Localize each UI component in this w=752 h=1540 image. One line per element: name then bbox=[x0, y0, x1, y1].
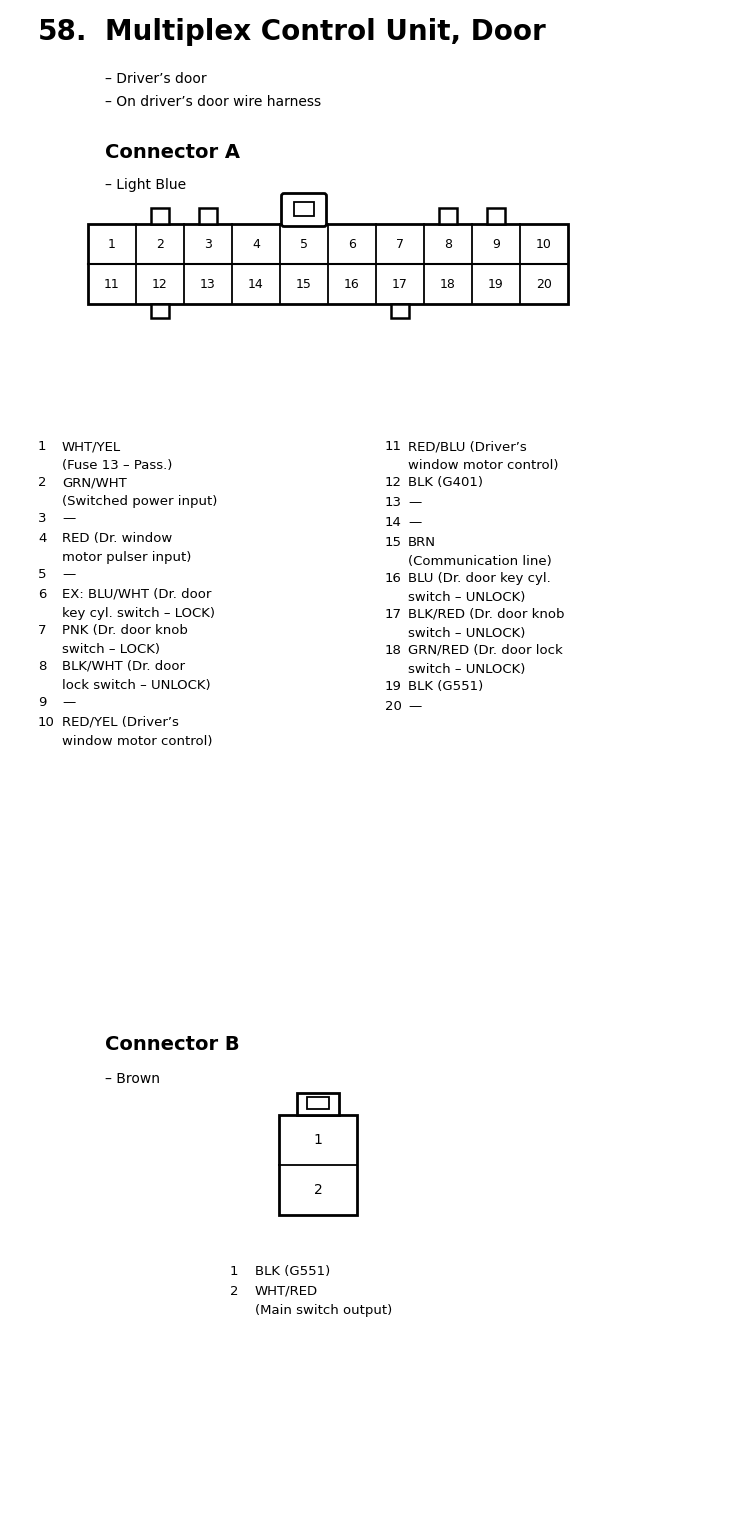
Text: 4: 4 bbox=[252, 237, 260, 251]
Text: – Driver’s door: – Driver’s door bbox=[105, 72, 207, 86]
Text: (Switched power input): (Switched power input) bbox=[62, 494, 217, 508]
Text: 20: 20 bbox=[385, 701, 402, 713]
Text: 13: 13 bbox=[385, 496, 402, 510]
Text: 17: 17 bbox=[392, 277, 408, 291]
Text: GRN/WHT: GRN/WHT bbox=[62, 476, 127, 490]
Bar bbox=[294, 202, 314, 216]
Text: BLK (G551): BLK (G551) bbox=[408, 681, 484, 693]
Text: lock switch – UNLOCK): lock switch – UNLOCK) bbox=[62, 679, 211, 691]
Text: 12: 12 bbox=[385, 476, 402, 490]
Text: – On driver’s door wire harness: – On driver’s door wire harness bbox=[105, 95, 321, 109]
Text: BLK/RED (Dr. door knob: BLK/RED (Dr. door knob bbox=[408, 608, 565, 621]
Text: 15: 15 bbox=[296, 277, 312, 291]
Text: (Main switch output): (Main switch output) bbox=[255, 1304, 393, 1317]
Text: key cyl. switch – LOCK): key cyl. switch – LOCK) bbox=[62, 607, 215, 621]
Text: GRN/RED (Dr. door lock: GRN/RED (Dr. door lock bbox=[408, 644, 562, 658]
Text: 16: 16 bbox=[385, 571, 402, 585]
Text: 10: 10 bbox=[38, 716, 55, 728]
Text: 2: 2 bbox=[156, 237, 164, 251]
Text: 13: 13 bbox=[200, 277, 216, 291]
Text: 1: 1 bbox=[230, 1264, 238, 1278]
Bar bbox=[88, 223, 568, 303]
Text: Connector A: Connector A bbox=[105, 143, 240, 162]
Text: 1: 1 bbox=[108, 237, 116, 251]
Text: – Brown: – Brown bbox=[105, 1072, 160, 1086]
Text: window motor control): window motor control) bbox=[62, 735, 213, 748]
Text: —: — bbox=[408, 701, 421, 713]
Text: 8: 8 bbox=[38, 661, 47, 673]
Text: switch – LOCK): switch – LOCK) bbox=[62, 644, 160, 656]
Text: motor pulser input): motor pulser input) bbox=[62, 551, 191, 564]
Text: BLK (G401): BLK (G401) bbox=[408, 476, 483, 490]
Text: 1: 1 bbox=[314, 1133, 323, 1147]
Text: —: — bbox=[408, 516, 421, 530]
Text: 9: 9 bbox=[38, 696, 47, 708]
Text: WHT/RED: WHT/RED bbox=[255, 1284, 318, 1298]
Bar bbox=[487, 208, 505, 223]
Text: 5: 5 bbox=[300, 237, 308, 251]
Text: 15: 15 bbox=[385, 536, 402, 548]
Text: RED/YEL (Driver’s: RED/YEL (Driver’s bbox=[62, 716, 179, 728]
Text: 19: 19 bbox=[385, 681, 402, 693]
Bar bbox=[439, 208, 457, 223]
Text: EX: BLU/WHT (Dr. door: EX: BLU/WHT (Dr. door bbox=[62, 588, 211, 601]
Text: 11: 11 bbox=[385, 440, 402, 453]
Text: PNK (Dr. door knob: PNK (Dr. door knob bbox=[62, 624, 188, 638]
Text: BLK (G551): BLK (G551) bbox=[255, 1264, 330, 1278]
Text: 2: 2 bbox=[38, 476, 47, 490]
Text: 10: 10 bbox=[536, 237, 552, 251]
Text: 2: 2 bbox=[314, 1183, 323, 1197]
Text: 58.: 58. bbox=[38, 18, 87, 46]
Text: RED (Dr. window: RED (Dr. window bbox=[62, 531, 172, 545]
Text: Connector B: Connector B bbox=[105, 1035, 240, 1053]
Bar bbox=[279, 1115, 357, 1215]
Text: 8: 8 bbox=[444, 237, 452, 251]
Text: window motor control): window motor control) bbox=[408, 459, 559, 471]
Text: —: — bbox=[62, 568, 75, 581]
Text: BRN: BRN bbox=[408, 536, 436, 548]
Text: 20: 20 bbox=[536, 277, 552, 291]
Text: BLK/WHT (Dr. door: BLK/WHT (Dr. door bbox=[62, 661, 185, 673]
Text: 5: 5 bbox=[38, 568, 47, 581]
Bar bbox=[297, 1093, 339, 1115]
Text: (Fuse 13 – Pass.): (Fuse 13 – Pass.) bbox=[62, 459, 172, 471]
Text: 9: 9 bbox=[492, 237, 500, 251]
Text: – Light Blue: – Light Blue bbox=[105, 179, 186, 192]
Text: 14: 14 bbox=[248, 277, 264, 291]
Text: 6: 6 bbox=[348, 237, 356, 251]
Text: RED/BLU (Driver’s: RED/BLU (Driver’s bbox=[408, 440, 526, 453]
Text: 14: 14 bbox=[385, 516, 402, 530]
Text: 16: 16 bbox=[344, 277, 360, 291]
FancyBboxPatch shape bbox=[281, 194, 326, 226]
Text: 3: 3 bbox=[38, 511, 47, 525]
Text: 11: 11 bbox=[104, 277, 120, 291]
Text: WHT/YEL: WHT/YEL bbox=[62, 440, 121, 453]
Text: —: — bbox=[62, 511, 75, 525]
Text: Multiplex Control Unit, Door: Multiplex Control Unit, Door bbox=[105, 18, 546, 46]
Text: switch – UNLOCK): switch – UNLOCK) bbox=[408, 591, 526, 604]
Text: 4: 4 bbox=[38, 531, 47, 545]
Text: 17: 17 bbox=[385, 608, 402, 621]
Bar bbox=[151, 303, 169, 317]
Text: BLU (Dr. door key cyl.: BLU (Dr. door key cyl. bbox=[408, 571, 550, 585]
Text: 19: 19 bbox=[488, 277, 504, 291]
Text: 3: 3 bbox=[204, 237, 212, 251]
Text: switch – UNLOCK): switch – UNLOCK) bbox=[408, 664, 526, 676]
Bar bbox=[391, 303, 409, 317]
Bar bbox=[307, 1096, 329, 1109]
Text: 18: 18 bbox=[385, 644, 402, 658]
Bar bbox=[199, 208, 217, 223]
Text: —: — bbox=[62, 696, 75, 708]
Text: (Communication line): (Communication line) bbox=[408, 554, 552, 568]
Text: 12: 12 bbox=[152, 277, 168, 291]
Text: —: — bbox=[408, 496, 421, 510]
Text: 2: 2 bbox=[230, 1284, 238, 1298]
Text: switch – UNLOCK): switch – UNLOCK) bbox=[408, 627, 526, 641]
Text: 7: 7 bbox=[396, 237, 404, 251]
Text: 6: 6 bbox=[38, 588, 47, 601]
Text: 1: 1 bbox=[38, 440, 47, 453]
Text: 18: 18 bbox=[440, 277, 456, 291]
Text: 7: 7 bbox=[38, 624, 47, 638]
Bar bbox=[151, 208, 169, 223]
